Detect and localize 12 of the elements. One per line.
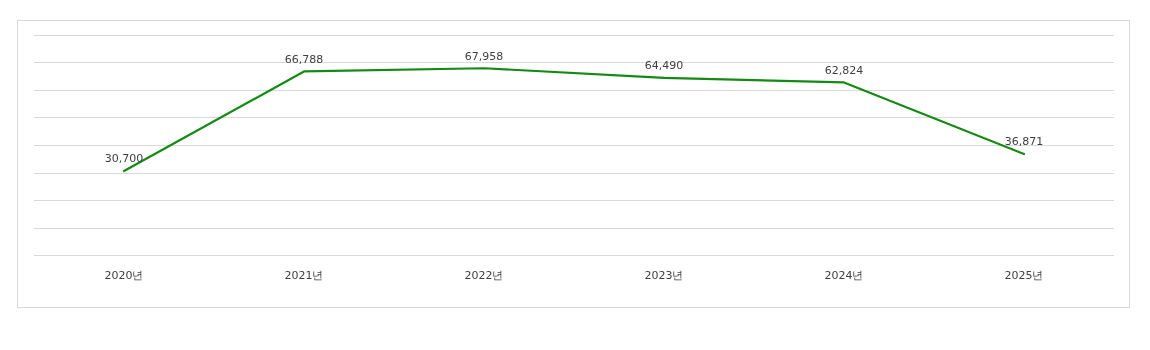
x-tick-label: 2023년 [644, 269, 684, 283]
x-tick-label: 2022년 [464, 269, 504, 283]
data-label: 66,788 [284, 52, 324, 66]
x-tick-label: 2024년 [824, 269, 864, 283]
data-label: 30,700 [104, 152, 144, 166]
x-tick-label: 2020년 [104, 269, 144, 283]
data-label: 62,824 [824, 63, 864, 77]
data-label: 67,958 [464, 49, 504, 63]
data-label: 64,490 [644, 59, 684, 73]
x-tick-label: 2025년 [1004, 269, 1044, 283]
x-tick-label: 2021년 [284, 269, 324, 283]
data-label: 36,871 [1004, 135, 1044, 149]
